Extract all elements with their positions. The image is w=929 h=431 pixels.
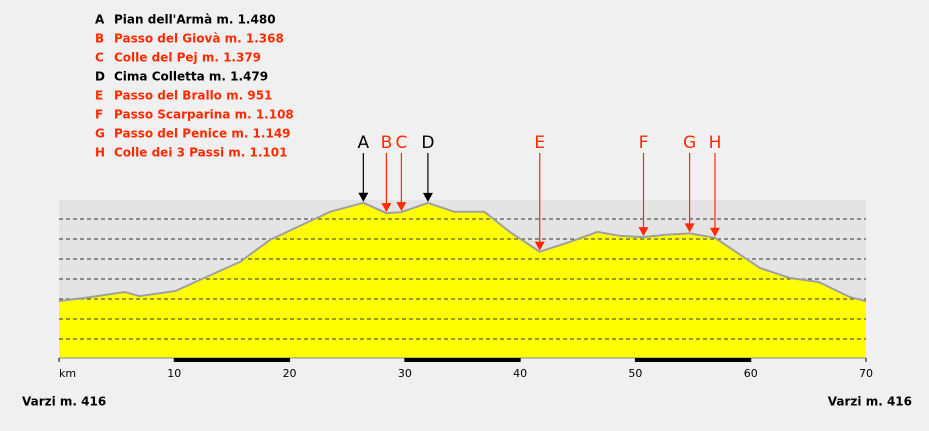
legend-label: Colle dei 3 Passi m. 1.101 [114, 146, 287, 160]
legend-letter: C [95, 51, 104, 65]
x-tick-label: 50 [628, 367, 642, 380]
scale-bar [404, 358, 521, 362]
legend-label: Passo del Penice m. 1.149 [114, 127, 291, 141]
legend-label: Passo del Brallo m. 951 [114, 89, 272, 103]
marker-arrow [381, 203, 392, 213]
legend-letter: D [95, 70, 105, 84]
marker-letter: C [395, 133, 407, 153]
start-label: Varzi m. 416 [22, 395, 106, 409]
marker-arrow [684, 223, 695, 233]
legend-letter: E [95, 89, 103, 103]
marker-letter: A [358, 133, 370, 153]
x-tick-label: 30 [398, 367, 412, 380]
marker-letter: D [421, 133, 434, 153]
legend-letter: H [95, 146, 105, 160]
legend-label: Cima Colletta m. 1.479 [114, 70, 268, 84]
legend-letter: F [95, 108, 103, 122]
legend-label: Passo del Giovà m. 1.368 [114, 32, 284, 46]
marker-letter: H [709, 133, 722, 153]
legend-label: Pian dell'Armà m. 1.480 [114, 13, 276, 27]
x-tick-label: km [59, 367, 76, 380]
x-tick-label: 60 [744, 367, 758, 380]
marker-arrow [709, 227, 720, 237]
marker-arrow [422, 192, 433, 202]
legend-label: Passo Scarparina m. 1.108 [114, 108, 294, 122]
marker-arrow [396, 202, 407, 212]
x-tick-label: 40 [513, 367, 527, 380]
x-tick-label: 70 [859, 367, 873, 380]
marker-letter: F [639, 133, 649, 153]
legend-letter: A [95, 13, 105, 27]
x-tick-label: 20 [283, 367, 297, 380]
legend-label: Colle del Pej m. 1.379 [114, 51, 261, 65]
marker-arrow [534, 241, 545, 251]
end-label: Varzi m. 416 [828, 395, 912, 409]
legend-letter: B [95, 32, 104, 46]
legend-letter: G [95, 127, 105, 141]
marker-arrow [358, 192, 369, 202]
marker-letter: B [381, 133, 393, 153]
marker-letter: E [534, 133, 545, 153]
x-tick-label: 10 [167, 367, 181, 380]
marker-letter: G [683, 133, 696, 153]
profile-line [58, 201, 867, 303]
scale-bar [174, 358, 290, 362]
marker-arrow [638, 227, 649, 237]
scale-bar [635, 358, 751, 362]
